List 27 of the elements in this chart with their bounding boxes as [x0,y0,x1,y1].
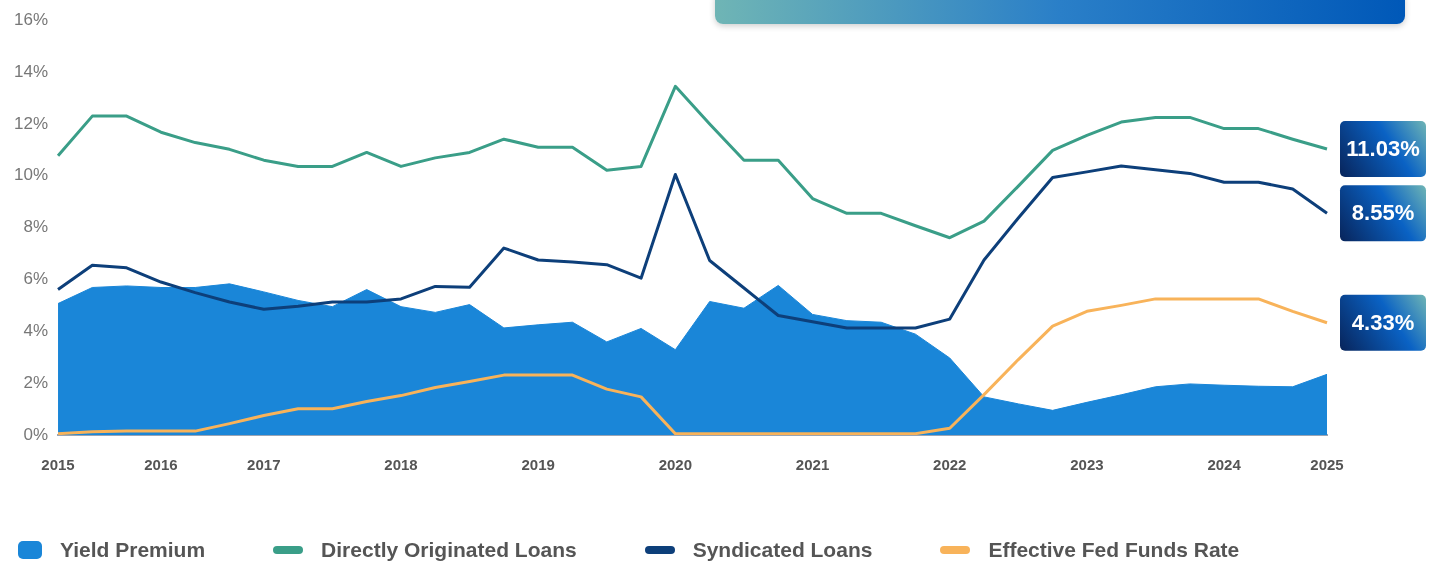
x-tick-label: 2023 [1070,456,1104,474]
legend-label: Effective Fed Funds Rate [988,538,1240,562]
y-tick-label: 2% [23,372,49,392]
y-tick-label: 10% [13,165,49,185]
x-tick-label: 2022 [933,456,967,474]
legend-label: Syndicated Loans [692,538,873,562]
y-tick-label: 16% [13,9,49,29]
x-tick-label: 2015 [41,456,75,474]
x-tick-label: 2021 [795,456,830,474]
y-tick-label: 12% [13,113,49,133]
x-tick-label: 2018 [384,456,418,474]
y-tick-label: 14% [13,61,49,81]
data-label: 11.03% [1346,136,1420,162]
legend-label: Directly Originated Loans [321,538,577,562]
x-tick-label: 2025 [1310,456,1344,474]
x-tick-label: 2019 [521,456,555,474]
x-tick-label: 2016 [144,456,178,474]
y-tick-label: 6% [23,269,49,289]
x-tick-label: 2020 [658,456,693,474]
legend-label: Yield Premium [60,538,206,562]
data-label: 4.33% [1351,309,1415,335]
x-tick-label: 2017 [247,456,281,474]
y-tick-label: 8% [23,217,49,237]
y-tick-label: 0% [23,424,49,444]
y-tick-label: 4% [23,320,49,340]
x-tick-label: 2024 [1207,456,1242,474]
data-label: 8.55% [1351,200,1415,226]
